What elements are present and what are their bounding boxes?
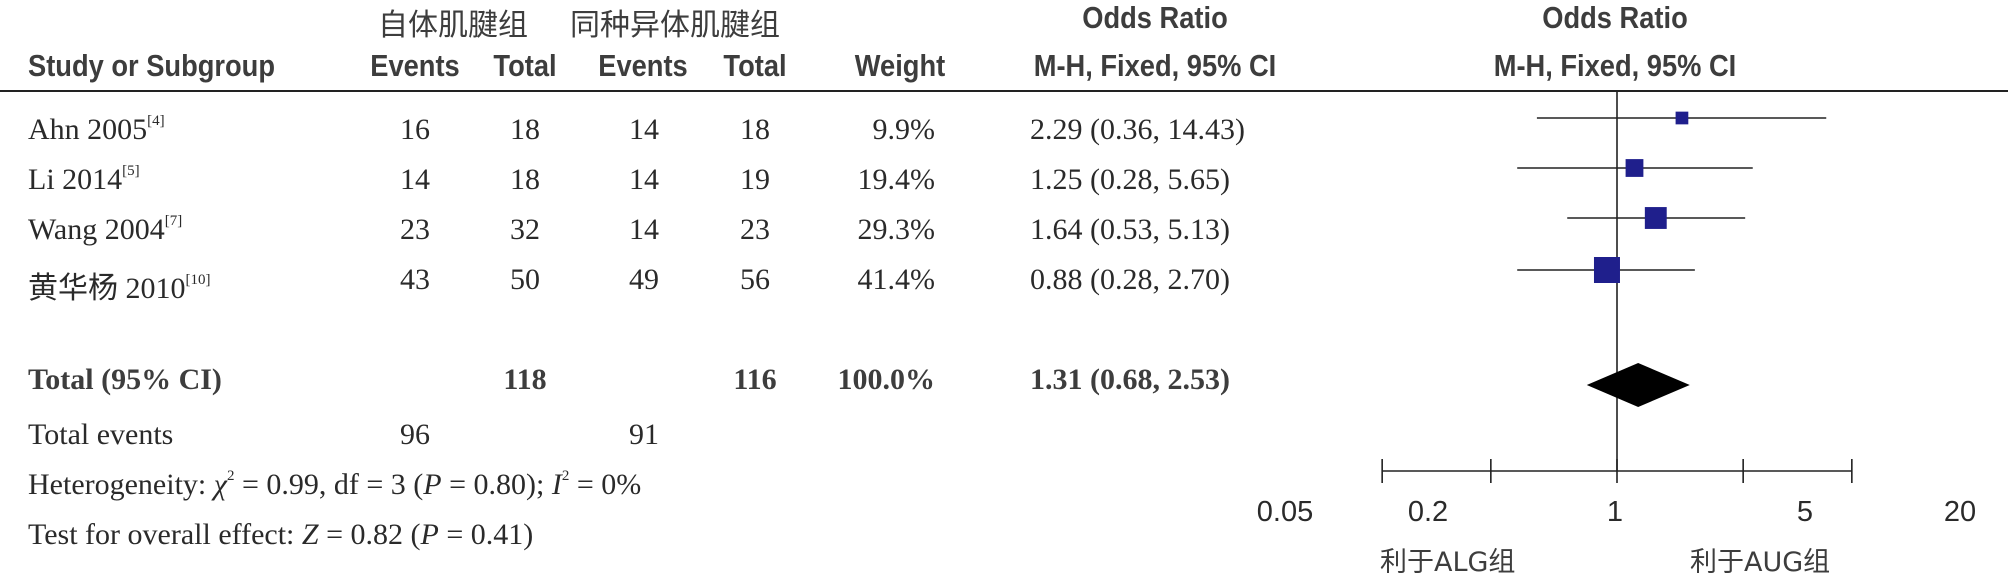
study-or-marker [1675, 111, 1689, 125]
plot-title: Odds Ratio [1542, 0, 1688, 35]
events1-cell: 14 [400, 163, 430, 196]
or-column-title: Odds Ratio [1082, 0, 1228, 35]
axis-tick-label: 0.2 [1407, 496, 1449, 528]
study-or-marker [1593, 257, 1620, 283]
or-ci-cell: 1.64 (0.53, 5.13) [1030, 213, 1230, 246]
total1-cell: 32 [510, 213, 540, 246]
col-events2-header: Events [598, 48, 688, 83]
weight-cell: 19.4% [857, 163, 936, 196]
total-or-ci-cell: 1.31 (0.68, 2.53) [1030, 363, 1230, 396]
total1-cell: 18 [510, 113, 540, 146]
total-weight-cell: 100.0% [837, 363, 936, 396]
total-events1-cell: 96 [400, 418, 430, 451]
total-label: Total (95% CI) [28, 363, 222, 396]
study-or-marker [1625, 159, 1644, 177]
events1-cell: 43 [400, 263, 430, 296]
weight-cell: 41.4% [857, 263, 936, 296]
weight-cell: 9.9% [872, 113, 936, 146]
events2-cell: 14 [629, 163, 659, 196]
events1-cell: 23 [400, 213, 430, 246]
header-rule [0, 90, 2008, 92]
total1-cell: 18 [510, 163, 540, 196]
or-ci-cell: 1.25 (0.28, 5.65) [1030, 163, 1230, 196]
total1-cell: 118 [503, 363, 547, 396]
total2-cell: 56 [740, 263, 770, 296]
study-ref: [7] [164, 213, 183, 229]
weight-cell: 29.3% [857, 213, 936, 246]
group2-header: 同种异体肌腱组 [570, 8, 780, 43]
events2-cell: 14 [629, 213, 659, 246]
total2-cell: 18 [740, 113, 770, 146]
events1-cell: 16 [400, 113, 430, 146]
pooled-diamond [1586, 363, 1690, 407]
total-events-label: Total events [28, 418, 174, 451]
or-ci-cell: 2.29 (0.36, 14.43) [1030, 113, 1245, 146]
plot-method-header: M-H, Fixed, 95% CI [1493, 48, 1737, 83]
events2-cell: 14 [629, 113, 659, 146]
col-study-header: Study or Subgroup [28, 48, 276, 83]
study-name: Ahn 2005[4] [28, 113, 165, 146]
study-name: Li 2014[5] [28, 163, 140, 196]
study-name: 黄华杨 2010[10] [28, 272, 211, 305]
study-ref: [4] [147, 113, 165, 129]
axis-tick-label: 1 [1606, 496, 1624, 528]
total1-cell: 50 [510, 263, 540, 296]
axis-tick-label: 0.05 [1256, 496, 1314, 528]
favours-right-label: 利于AUG组 [1690, 547, 1831, 578]
total2-cell: 23 [740, 213, 770, 246]
study-ref: [5] [122, 163, 140, 179]
group1-header: 自体肌腱组 [378, 8, 528, 43]
events2-cell: 49 [629, 263, 659, 296]
total-events2-cell: 91 [629, 418, 659, 451]
col-total1-header: Total [493, 48, 557, 83]
or-ci-cell: 0.88 (0.28, 2.70) [1030, 263, 1230, 296]
col-method-header: M-H, Fixed, 95% CI [1033, 48, 1277, 83]
heterogeneity-text: Heterogeneity: χ2 = 0.99, df = 3 (P = 0.… [28, 468, 642, 501]
axis-tick-label: 20 [1943, 496, 1977, 528]
total2-cell: 116 [733, 363, 777, 396]
study-or-marker [1644, 207, 1667, 229]
study-name: Wang 2004[7] [28, 213, 183, 246]
axis-tick-label: 5 [1796, 496, 1814, 528]
favours-left-label: 利于ALG组 [1380, 547, 1516, 578]
col-total2-header: Total [723, 48, 787, 83]
total2-cell: 19 [740, 163, 770, 196]
study-ref: [10] [185, 272, 211, 288]
overall-effect-text: Test for overall effect: Z = 0.82 (P = 0… [28, 518, 534, 551]
col-weight-header: Weight [854, 48, 946, 83]
col-events1-header: Events [370, 48, 460, 83]
